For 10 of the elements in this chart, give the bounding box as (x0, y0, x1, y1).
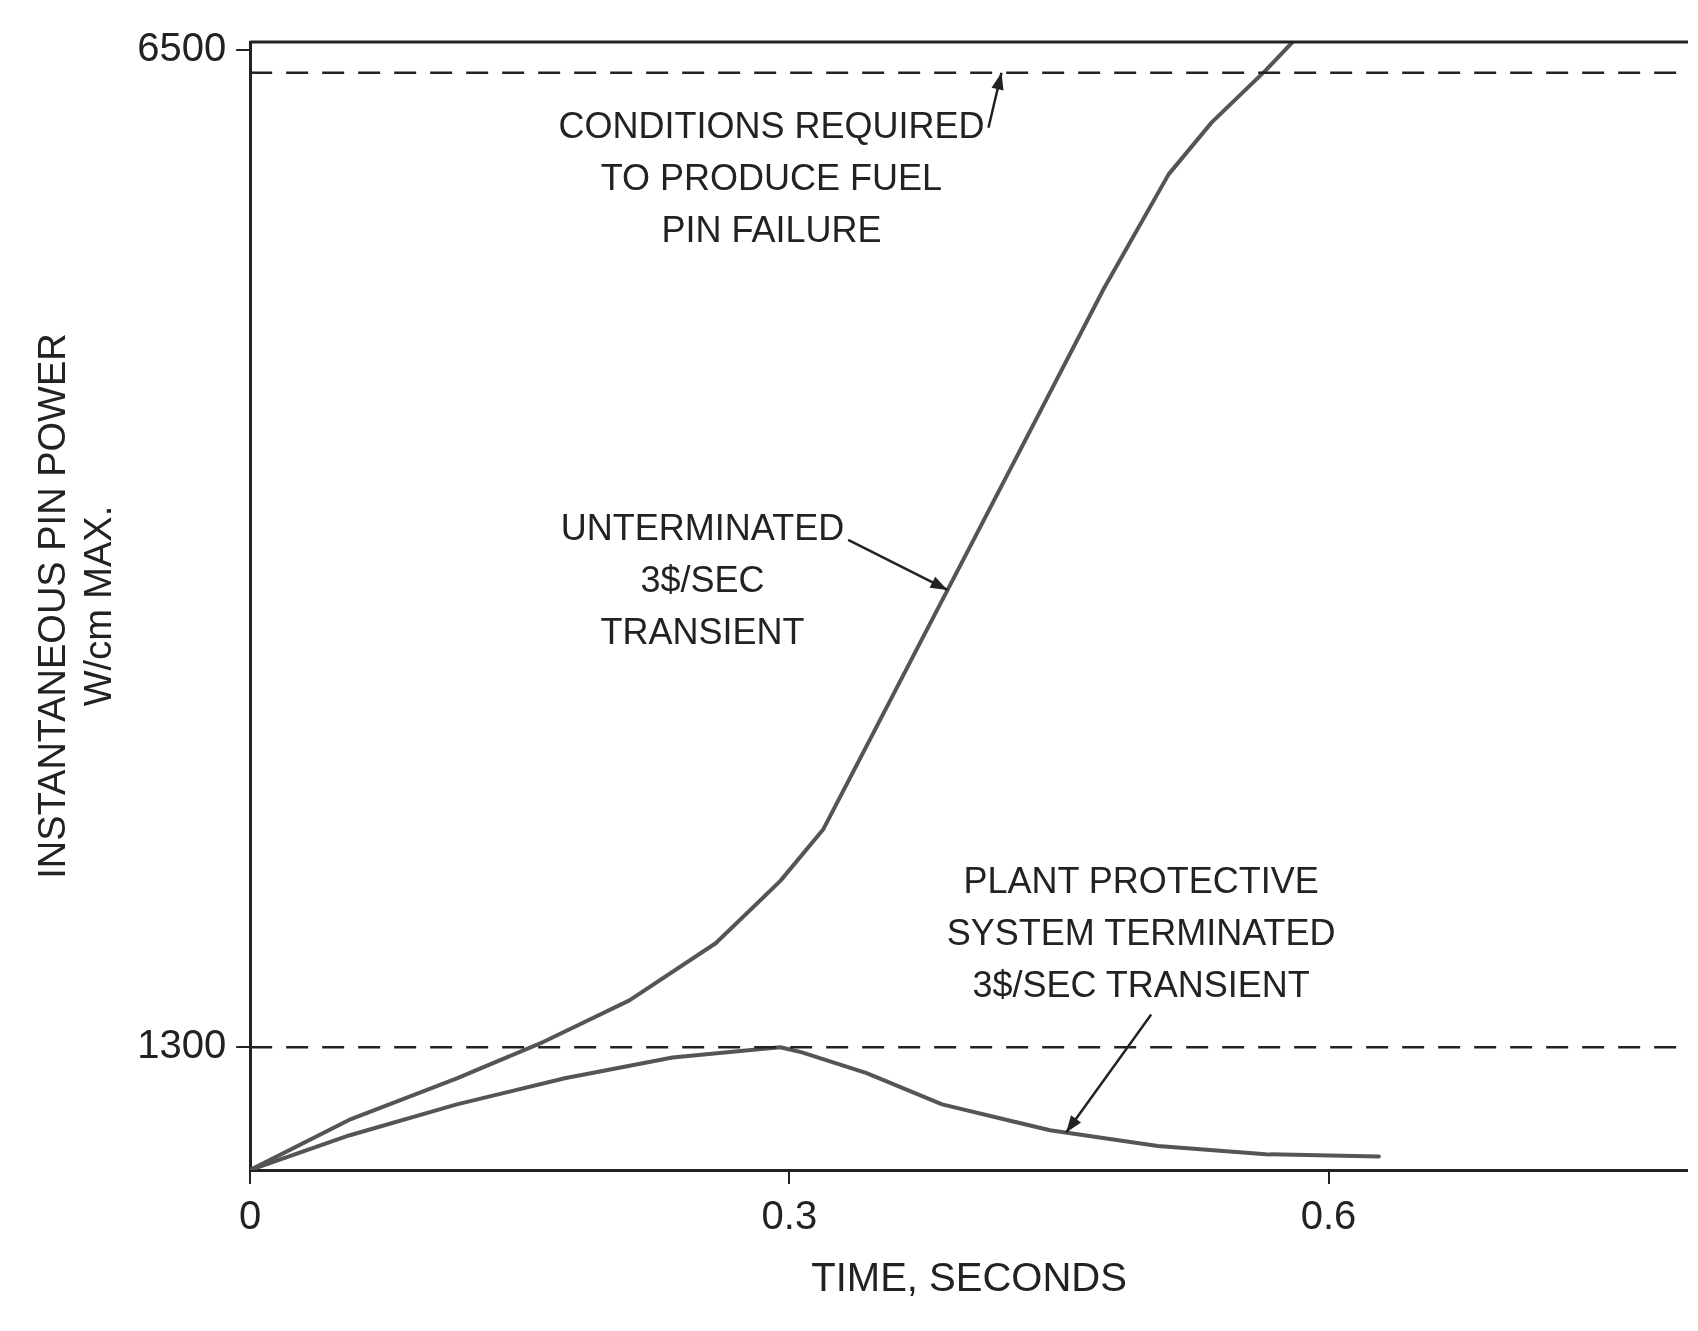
y-axis-title: INSTANTANEOUS PIN POWER W/cm MAX. (31, 333, 119, 879)
x-tick-label: 0 (239, 1193, 262, 1238)
annotation: CONDITIONS REQUIRED TO PRODUCE FUEL PIN FAILURE (558, 104, 985, 250)
x-axis-title: TIME, SECONDS (811, 1255, 1127, 1300)
annotation: PLANT PROTECTIVE SYSTEM TERMINATED 3$/SEC TRANSIENT (946, 859, 1336, 1005)
y-tick-label: 6500 (137, 24, 227, 69)
y-tick-label: 1300 (137, 1022, 227, 1067)
x-tick-label: 0.6 (1300, 1193, 1357, 1238)
annotation: UNTERMINATED 3$/SEC TRANSIENT (560, 506, 845, 652)
x-tick-label: 0.3 (761, 1193, 818, 1238)
